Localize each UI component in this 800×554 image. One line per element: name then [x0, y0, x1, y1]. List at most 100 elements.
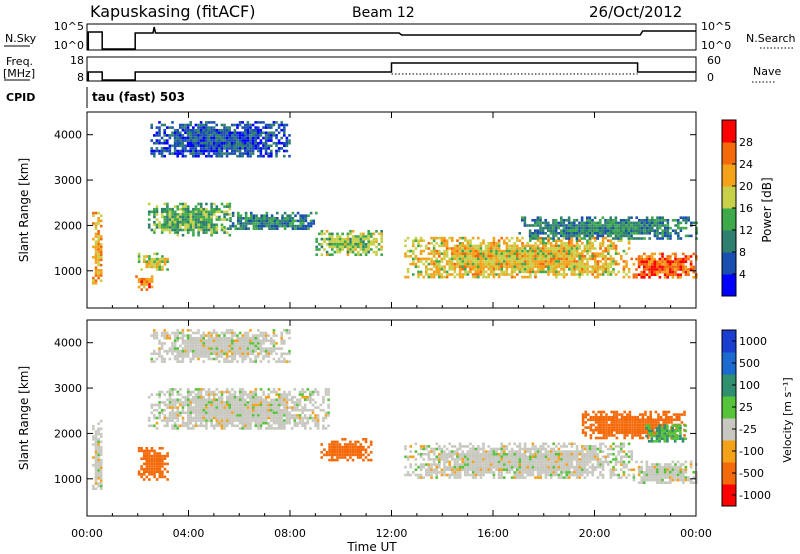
power-cell	[202, 226, 206, 229]
power-cell	[414, 257, 418, 261]
power-cell	[656, 268, 659, 271]
velocity-cell	[267, 403, 271, 407]
power-cell	[617, 262, 620, 266]
power-cell	[247, 217, 250, 220]
power-cell	[212, 228, 216, 232]
velocity-cell	[285, 421, 289, 425]
power-cell	[570, 234, 573, 238]
velocity-cell	[529, 460, 532, 464]
velocity-cell	[171, 419, 174, 422]
velocity-cell	[176, 406, 180, 409]
power-cell	[676, 260, 680, 263]
velocity-cell	[669, 476, 672, 479]
power-cell	[257, 224, 261, 228]
power-cell	[518, 239, 522, 242]
velocity-cell	[513, 460, 516, 464]
velocity-cell	[656, 481, 659, 484]
velocity-cell	[364, 438, 368, 441]
power-cell	[614, 224, 618, 227]
velocity-cell	[184, 398, 187, 402]
power-cell	[531, 232, 534, 235]
power-cell	[645, 224, 649, 227]
power-cell	[523, 268, 527, 271]
velocity-cell	[588, 471, 592, 474]
power-cell	[192, 218, 195, 221]
power-cell	[252, 217, 256, 220]
power-cell	[197, 149, 200, 153]
power-cell	[354, 245, 357, 249]
power-cell	[648, 268, 651, 271]
power-cell	[552, 273, 555, 276]
velocity-cell	[516, 458, 519, 461]
power-cell	[440, 275, 444, 279]
power-cell	[528, 229, 532, 232]
power-cell	[171, 152, 174, 155]
power-cell	[179, 202, 182, 206]
power-cell	[270, 152, 273, 155]
velocity-cell	[356, 456, 360, 459]
velocity-cell	[562, 458, 566, 461]
velocity-cell	[220, 395, 224, 399]
power-cell	[233, 131, 237, 135]
velocity-cell	[166, 419, 169, 422]
power-cell	[215, 144, 218, 148]
power-cell	[682, 216, 685, 219]
power-cell	[97, 253, 100, 256]
power-cell	[588, 229, 592, 232]
velocity-cell	[555, 445, 558, 448]
power-cell	[466, 239, 470, 242]
power-cell	[176, 228, 180, 232]
power-cell	[510, 268, 514, 271]
power-cell	[276, 219, 279, 223]
velocity-cell	[369, 440, 373, 444]
velocity-cell	[653, 478, 656, 482]
power-cell	[199, 215, 203, 219]
power-cell	[246, 149, 250, 153]
power-cell	[487, 265, 490, 268]
velocity-cell	[197, 398, 200, 402]
velocity-cell	[150, 467, 154, 471]
velocity-cell	[536, 471, 540, 474]
velocity-cell	[328, 453, 331, 457]
power-cell	[375, 240, 378, 243]
power-cell	[549, 244, 553, 248]
velocity-cell	[212, 427, 216, 430]
power-cell	[244, 219, 248, 223]
power-cell	[677, 224, 680, 227]
velocity-cell	[547, 458, 550, 461]
velocity-cell	[643, 478, 646, 482]
velocity-cell	[586, 452, 589, 456]
power-cell	[529, 252, 532, 255]
power-cell	[307, 214, 310, 217]
power-cell	[275, 152, 278, 155]
power-cell	[539, 255, 542, 258]
power-cell	[265, 217, 269, 220]
power-cell	[364, 243, 368, 246]
power-cell	[599, 260, 602, 263]
power-cell	[233, 141, 237, 145]
velocity-cell	[285, 419, 289, 422]
power-cell	[578, 234, 581, 238]
velocity-cell	[438, 455, 441, 459]
power-cell	[599, 244, 602, 248]
velocity-cell	[327, 414, 330, 417]
power-cell	[173, 220, 177, 224]
power-cell	[137, 285, 141, 289]
power-cell	[513, 252, 516, 255]
power-cell	[278, 219, 282, 223]
power-cell	[619, 232, 623, 235]
velocity-cell	[259, 421, 263, 425]
power-cell	[435, 273, 438, 276]
velocity-cell	[529, 473, 532, 477]
power-cell	[176, 215, 180, 219]
velocity-cell	[176, 393, 180, 396]
power-cell	[495, 242, 498, 245]
velocity-cell	[637, 465, 641, 469]
velocity-cell	[166, 454, 169, 458]
velocity-cell	[267, 401, 271, 404]
velocity-cell	[414, 463, 418, 466]
velocity-cell	[94, 435, 98, 438]
velocity-cell	[456, 458, 459, 461]
velocity-cell	[192, 408, 195, 412]
power-cell	[173, 210, 177, 214]
